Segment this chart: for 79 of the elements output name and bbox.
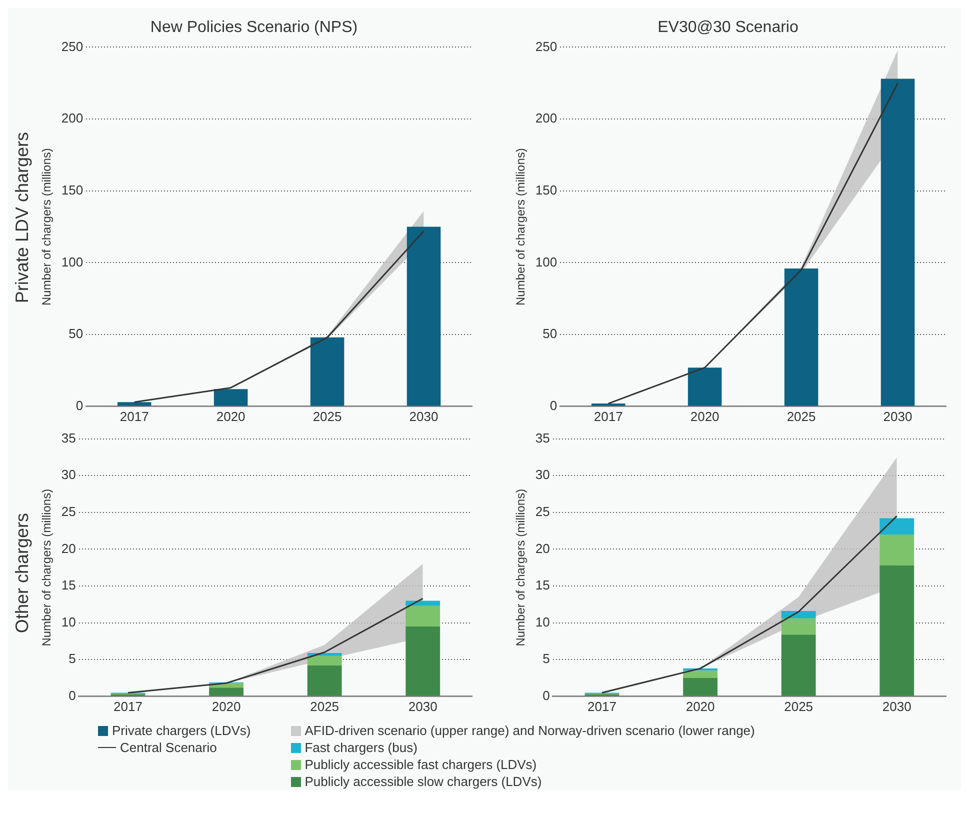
x-tick-label: 2017 (120, 408, 149, 424)
y-tick-label: 25 (535, 504, 550, 519)
y-tick-label: 150 (61, 182, 84, 198)
x-tick-label: 2030 (883, 408, 912, 424)
y-tick-label: 35 (535, 430, 550, 446)
bar (406, 600, 440, 606)
y-tick-label: 200 (535, 110, 558, 126)
bar (784, 268, 818, 406)
x-tick-label: 2020 (212, 698, 241, 714)
bar (781, 618, 816, 635)
bar (683, 670, 718, 678)
y-tick-label: 0 (68, 688, 76, 703)
legend-label: Publicly accessible slow chargers (LDVs) (304, 773, 542, 790)
y-tick-label: 20 (61, 540, 76, 556)
bar (880, 534, 914, 566)
y-tick-label: 250 (61, 38, 84, 54)
x-tick-label: 2020 (690, 408, 720, 424)
x-tick-label: 2025 (784, 698, 814, 714)
y-tick-label: 5 (542, 651, 550, 666)
legend-label: Publicly accessible fast chargers (LDVs) (304, 756, 537, 773)
x-tick-label: 2020 (216, 408, 246, 424)
y-axis-title: Number of chargers (millions) (40, 148, 54, 306)
y-tick-label: 0 (542, 688, 550, 703)
text: Other chargers (12, 512, 32, 634)
bar (209, 688, 244, 696)
bar (310, 337, 344, 406)
x-tick-label: 2020 (686, 698, 715, 714)
y-tick-label: 5 (68, 651, 76, 666)
y-axis-title: Number of chargers (millions) (40, 488, 54, 646)
bar (688, 368, 722, 406)
bar (781, 611, 816, 618)
x-tick-label: 2017 (588, 698, 616, 714)
x-tick-label: 2030 (882, 698, 912, 714)
y-tick-label: 15 (61, 578, 76, 593)
bar (214, 389, 248, 406)
y-tick-label: 10 (61, 614, 76, 630)
y-tick-label: 50 (542, 326, 558, 342)
y-tick-label: 30 (535, 467, 550, 482)
bar (406, 226, 441, 406)
y-tick-label: 25 (61, 504, 76, 519)
y-tick-label: 100 (535, 254, 558, 270)
bar (406, 606, 440, 626)
x-tick-label: 2025 (786, 408, 816, 424)
y-tick-label: 200 (61, 110, 84, 126)
y-tick-label: 30 (61, 467, 76, 482)
y-tick-label: 20 (535, 540, 550, 556)
bar (683, 678, 718, 696)
y-tick-label: 250 (535, 38, 558, 54)
x-tick-label: 2025 (310, 698, 340, 714)
legend-label: Central Scenario (120, 739, 217, 756)
y-tick-label: 0 (550, 398, 558, 413)
y-tick-label: 0 (76, 398, 84, 413)
text: Private LDV chargers (12, 132, 32, 304)
chart-title: New Policies Scenario (NPS) (150, 19, 358, 36)
bar (781, 634, 816, 696)
y-tick-label: 35 (61, 430, 76, 446)
y-tick-label: 150 (535, 182, 558, 198)
y-tick-label: 50 (68, 326, 84, 342)
x-tick-label: 2025 (312, 408, 342, 424)
legend-label: Fast chargers (bus) (304, 739, 418, 756)
text: AFID-driven scenario (upper range) and Norway-driven scenario (lower range) (304, 722, 755, 739)
bar (307, 665, 342, 696)
bar (880, 78, 915, 406)
y-tick-label: 100 (61, 254, 84, 270)
y-axis-title: Number of chargers (millions) (514, 148, 528, 306)
legend-label: Private chargers (LDVs) (112, 722, 251, 739)
y-tick-label: 10 (535, 614, 550, 630)
bar (880, 518, 914, 534)
bar (117, 402, 152, 406)
y-tick-label: 15 (535, 578, 550, 593)
x-tick-label: 2017 (594, 408, 623, 424)
bar (406, 626, 440, 696)
bar (307, 656, 342, 666)
x-tick-label: 2017 (114, 698, 142, 714)
bar (880, 565, 914, 696)
x-tick-label: 2030 (409, 408, 438, 424)
y-axis-title: Number of chargers (millions) (514, 488, 528, 646)
x-tick-label: 2030 (408, 698, 438, 714)
chart-title: EV30@30 Scenario (658, 19, 798, 36)
